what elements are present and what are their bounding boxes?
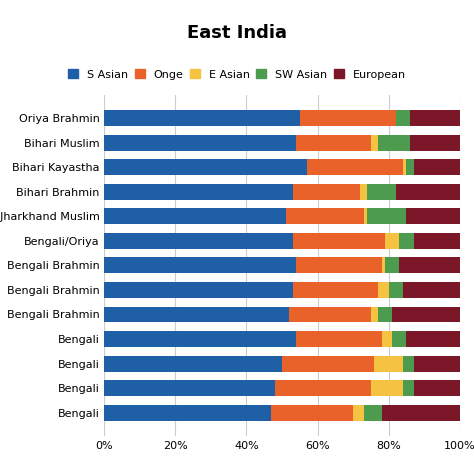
Bar — [396, 110, 410, 126]
Bar — [364, 405, 382, 420]
Bar — [389, 282, 403, 298]
Bar — [289, 307, 371, 322]
Bar — [378, 282, 389, 298]
Bar — [403, 356, 413, 372]
Bar — [371, 135, 378, 151]
Bar — [410, 110, 460, 126]
Bar — [378, 135, 410, 151]
Legend: S Asian, Onge, E Asian, SW Asian, European: S Asian, Onge, E Asian, SW Asian, Europe… — [65, 67, 409, 82]
Bar — [403, 159, 406, 175]
Bar — [413, 233, 460, 249]
Bar — [271, 405, 353, 420]
Bar — [293, 282, 378, 298]
Bar — [399, 257, 460, 273]
Bar — [296, 257, 382, 273]
Bar — [382, 331, 392, 347]
Bar — [382, 257, 385, 273]
Bar — [104, 233, 293, 249]
Bar — [104, 331, 296, 347]
Bar — [104, 307, 289, 322]
Bar — [282, 356, 374, 372]
Bar — [378, 307, 392, 322]
Bar — [275, 380, 371, 396]
Bar — [307, 159, 403, 175]
Bar — [104, 135, 296, 151]
Bar — [360, 184, 367, 200]
Bar — [367, 184, 396, 200]
Bar — [392, 307, 460, 322]
Bar — [353, 405, 364, 420]
Bar — [385, 257, 399, 273]
Bar — [296, 135, 371, 151]
Bar — [399, 233, 413, 249]
Bar — [104, 257, 296, 273]
Bar — [403, 282, 460, 298]
Bar — [296, 331, 382, 347]
Bar — [293, 184, 360, 200]
Bar — [104, 282, 293, 298]
Text: East India: East India — [187, 24, 287, 42]
Bar — [413, 159, 460, 175]
Bar — [374, 356, 403, 372]
Bar — [413, 380, 460, 396]
Bar — [403, 380, 413, 396]
Bar — [104, 380, 275, 396]
Bar — [300, 110, 396, 126]
Bar — [385, 233, 399, 249]
Bar — [104, 184, 293, 200]
Bar — [371, 380, 403, 396]
Bar — [104, 356, 282, 372]
Bar — [104, 159, 307, 175]
Bar — [396, 184, 460, 200]
Bar — [392, 331, 407, 347]
Bar — [104, 110, 300, 126]
Bar — [364, 209, 367, 224]
Bar — [371, 307, 378, 322]
Bar — [382, 405, 460, 420]
Bar — [104, 209, 285, 224]
Bar — [407, 331, 460, 347]
Bar — [413, 356, 460, 372]
Bar — [410, 135, 460, 151]
Bar — [407, 159, 413, 175]
Bar — [367, 209, 407, 224]
Bar — [285, 209, 364, 224]
Bar — [104, 405, 271, 420]
Bar — [293, 233, 385, 249]
Bar — [407, 209, 460, 224]
